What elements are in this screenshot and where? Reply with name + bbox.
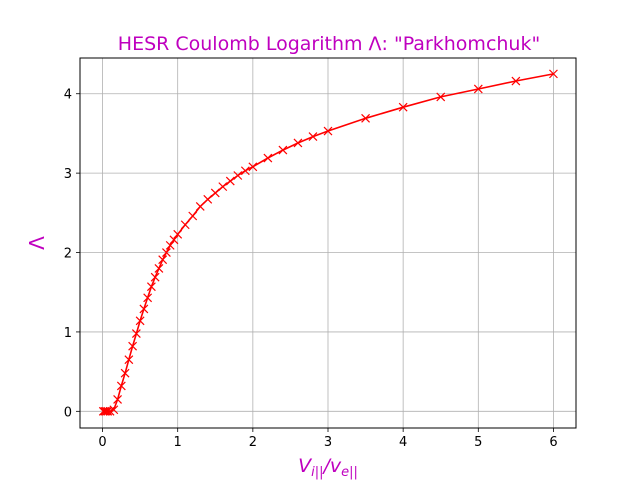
data-point: [139, 304, 149, 314]
x-ticks: 0 1 2 3 4 5 6: [98, 428, 558, 450]
x-tick-label: 4: [399, 435, 407, 450]
data-point: [109, 405, 119, 415]
x-axis-label-sub1: i||: [311, 465, 323, 480]
y-tick-label: 1: [64, 326, 72, 341]
y-tick-label: 3: [64, 167, 72, 182]
x-tick-label: 0: [98, 435, 106, 450]
y-tick-label: 2: [64, 247, 72, 262]
grid: [80, 58, 576, 428]
data-point: [436, 92, 446, 102]
data-point: [473, 84, 483, 94]
data-point: [511, 76, 521, 86]
y-ticks: 0 1 2 3 4: [64, 88, 80, 420]
data-point: [188, 211, 198, 221]
data-point: [195, 202, 205, 211]
data-point: [293, 138, 303, 148]
x-axis-label-main: V: [298, 455, 313, 477]
y-axis-label: Λ: [25, 236, 49, 250]
data-point: [158, 255, 168, 265]
data-point: [278, 145, 288, 155]
data-point: [128, 341, 138, 351]
data-point: [210, 188, 220, 198]
data-point: [103, 406, 113, 416]
data-point: [154, 263, 164, 273]
chart-title: HESR Coulomb Logarithm Λ: "Parkhomchuk": [118, 33, 540, 55]
data-point: [143, 293, 153, 303]
data-point: [308, 132, 318, 142]
data-point: [135, 316, 145, 326]
data-point: [165, 240, 175, 250]
data-point: [549, 69, 558, 79]
x-axis-label-sep: /v: [321, 455, 341, 477]
data-point: [203, 194, 213, 204]
data-point: [101, 406, 111, 416]
data-point: [173, 229, 183, 239]
data-point: [120, 368, 130, 378]
y-tick-label: 4: [64, 88, 72, 103]
y-tick-label: 0: [64, 405, 72, 420]
data-point: [150, 272, 160, 282]
data-point: [233, 171, 243, 180]
x-tick-label: 6: [549, 435, 557, 450]
data-point: [113, 394, 123, 404]
data-point: [361, 113, 371, 123]
data-point: [248, 162, 258, 172]
data-point: [218, 182, 228, 192]
data-point: [225, 176, 235, 186]
data-point: [131, 329, 141, 338]
data-point: [398, 102, 408, 112]
x-axis-label: Vi||/ve||: [298, 455, 358, 480]
data-point: [323, 126, 333, 136]
x-axis-label-sub2: e||: [341, 465, 358, 480]
data-point: [146, 282, 156, 292]
series-line: [103, 73, 554, 413]
data-point: [161, 248, 171, 257]
data-point: [169, 235, 179, 245]
x-tick-label: 1: [174, 435, 182, 450]
x-tick-label: 2: [249, 435, 257, 450]
data-point: [116, 381, 126, 391]
series: [98, 69, 558, 416]
data-point: [240, 166, 250, 176]
data-point: [263, 153, 273, 163]
x-tick-label: 3: [324, 435, 332, 450]
data-point: [180, 220, 190, 230]
x-tick-label: 5: [474, 435, 482, 450]
data-point: [124, 355, 134, 365]
